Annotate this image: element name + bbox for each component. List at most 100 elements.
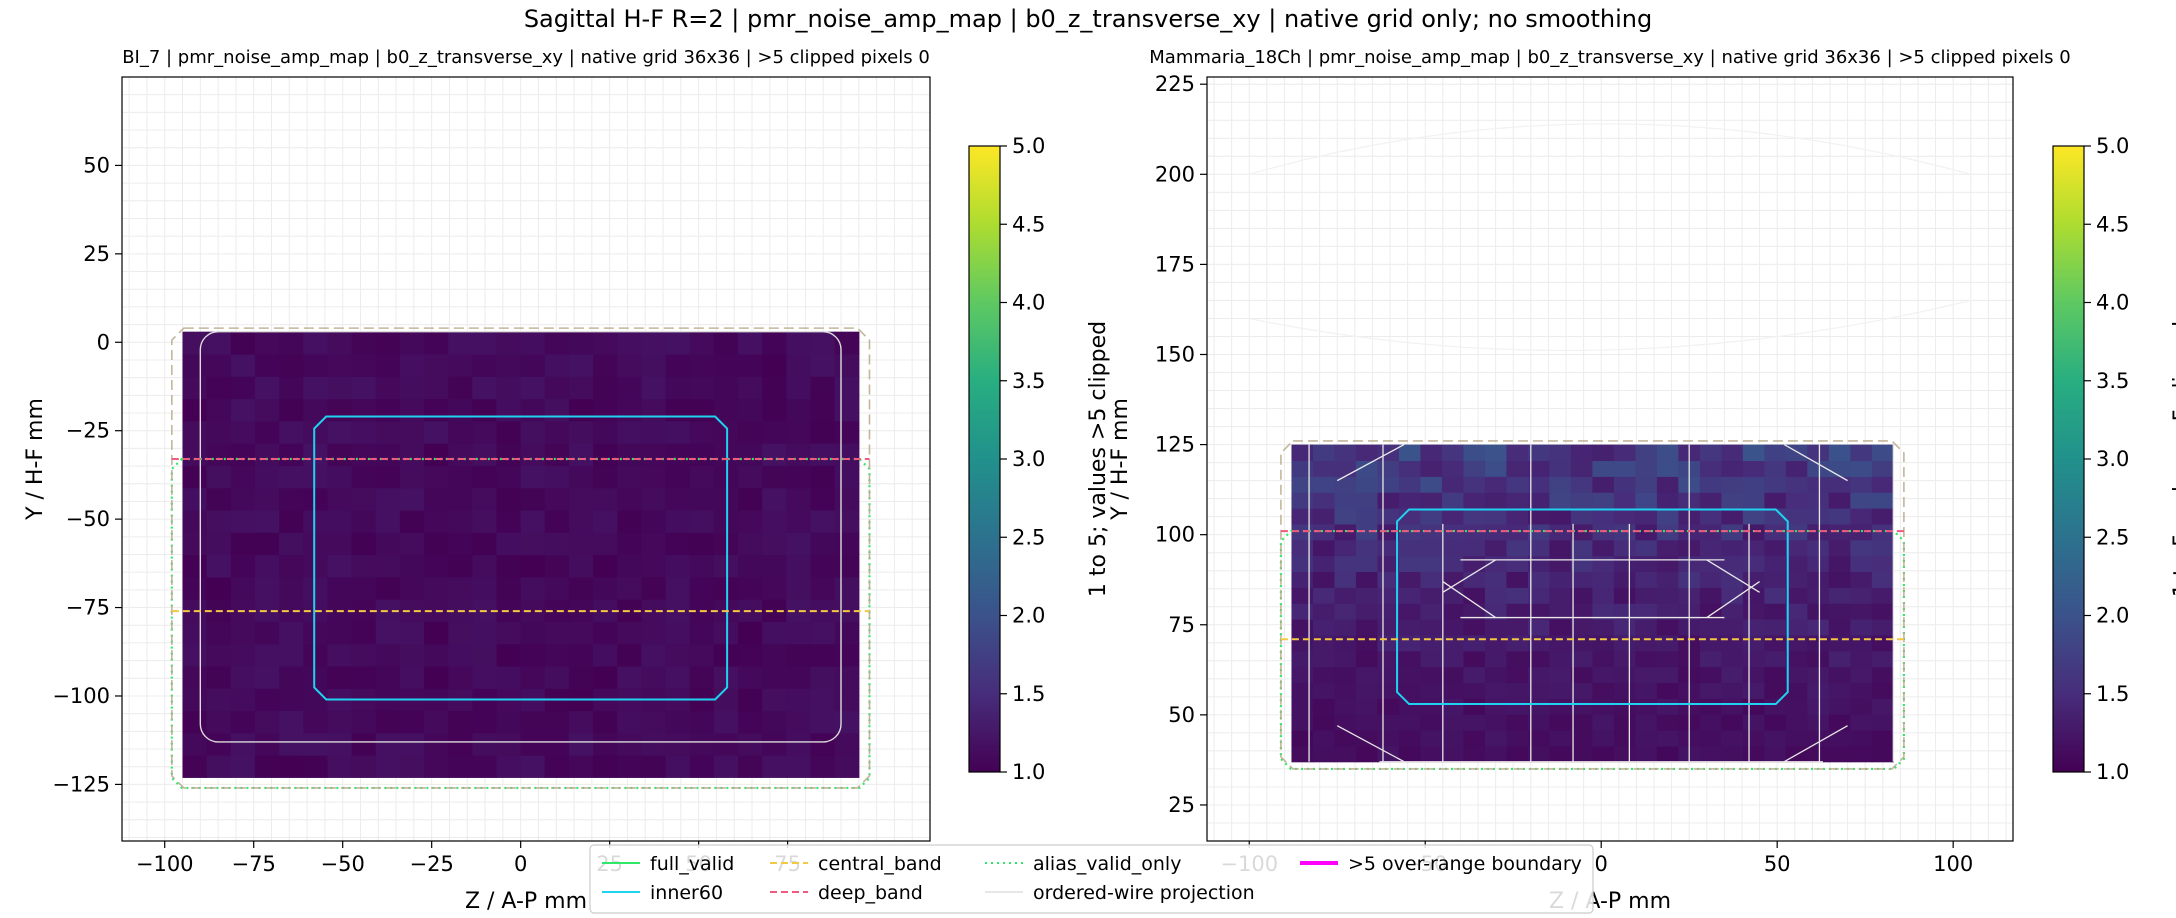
- heatmap-cell: [1742, 666, 1765, 684]
- heatmap-cell: [1656, 571, 1679, 588]
- heatmap-cell: [1355, 587, 1379, 604]
- heatmap-cell: [1312, 444, 1336, 462]
- heatmap-cell: [1764, 492, 1787, 509]
- heatmap-cell: [617, 509, 643, 533]
- heatmap-cell: [1463, 650, 1486, 668]
- heatmap-cell: [399, 643, 425, 667]
- heatmap-cell: [206, 353, 232, 377]
- heatmap-cell: [1570, 634, 1594, 652]
- heatmap-cell: [1441, 730, 1465, 747]
- heatmap-cell: [568, 532, 594, 556]
- heatmap-cell: [762, 420, 787, 444]
- y-axis-label: Y / H-F mm: [1108, 398, 1133, 521]
- heatmap-cell: [1334, 714, 1357, 731]
- heatmap-cell: [641, 398, 667, 422]
- heatmap-cell: [1850, 730, 1873, 747]
- inner60-boundary: [1396, 508, 1789, 706]
- heatmap-cell: [617, 331, 643, 355]
- y-tick-label: −100: [52, 684, 110, 708]
- heatmap-cell: [834, 554, 860, 578]
- heatmap-cell: [1463, 745, 1486, 763]
- heatmap-cell: [472, 353, 498, 377]
- heatmap-cell: [810, 465, 836, 489]
- heatmap-cell: [327, 353, 353, 377]
- heatmap-cell: [665, 755, 691, 778]
- heatmap-cell: [1850, 587, 1873, 604]
- heatmap-cell: [351, 732, 377, 756]
- heatmap-cell: [1441, 492, 1465, 509]
- heatmap-cell: [1871, 666, 1894, 684]
- heatmap-cell: [1570, 476, 1594, 493]
- heatmap-cell: [1506, 555, 1529, 573]
- heatmap-cell: [1635, 698, 1658, 715]
- heatmap-cell: [1506, 539, 1529, 557]
- heatmap-cell: [206, 532, 232, 556]
- heatmap-cell: [1334, 634, 1357, 652]
- heatmap-cell: [496, 353, 522, 377]
- heatmap-cell: [1527, 745, 1551, 763]
- heatmap-cell: [1463, 682, 1486, 699]
- heatmap-cell: [399, 465, 425, 489]
- heatmap-cell: [375, 621, 401, 645]
- y-tick-label: 100: [1155, 523, 1195, 547]
- heatmap-cell: [544, 398, 570, 422]
- heatmap-cell: [568, 554, 594, 578]
- heatmap-cell: [1807, 539, 1830, 557]
- heatmap-cell: [1484, 444, 1508, 462]
- heatmap-cells: [182, 331, 860, 778]
- heatmap-cell: [568, 398, 594, 422]
- heatmap-cell: [182, 755, 208, 778]
- heatmap-cell: [1592, 603, 1615, 620]
- heatmap-cell: [1549, 730, 1572, 747]
- heatmap-cell: [1549, 555, 1572, 573]
- heatmap-cell: [1785, 619, 1808, 636]
- colorbar-tick-label: 4.5: [2096, 212, 2129, 236]
- heatmap-cell: [303, 732, 329, 756]
- heatmap-cell: [1312, 476, 1336, 493]
- heatmap-cell: [786, 376, 812, 400]
- heatmap-cell: [762, 621, 787, 645]
- faint-coil-outline: [1249, 299, 1971, 352]
- heatmap-cell: [593, 554, 618, 578]
- heatmap-cell: [810, 576, 836, 600]
- heatmap-cell: [375, 755, 401, 778]
- heatmap-cell: [1570, 508, 1594, 525]
- heatmap-cell: [1699, 555, 1722, 573]
- x-tick-label: −100: [136, 852, 194, 876]
- heatmap-cell: [496, 643, 522, 667]
- heatmap-cell: [520, 465, 546, 489]
- heatmap-cell: [375, 665, 401, 689]
- heatmap-cell: [1377, 745, 1400, 763]
- heatmap-cell: [182, 576, 208, 600]
- heatmap-cell: [1850, 508, 1873, 525]
- heatmap-cell: [1850, 476, 1873, 493]
- heatmap-cell: [1420, 619, 1443, 636]
- heatmap-cell: [1506, 730, 1529, 747]
- heatmap-cell: [424, 331, 449, 355]
- heatmap-cell: [762, 509, 787, 533]
- heatmap-cell: [424, 732, 449, 756]
- heatmap-cell: [1420, 650, 1443, 668]
- heatmap-cell: [230, 420, 256, 444]
- heatmap-cell: [1398, 698, 1422, 715]
- heatmap-cell: [496, 710, 522, 734]
- heatmap-cell: [1291, 539, 1314, 557]
- heatmap-cell: [472, 465, 498, 489]
- y-tick-label: 25: [1168, 793, 1195, 817]
- heatmap-cell: [424, 420, 449, 444]
- heatmap-cell: [1613, 523, 1636, 541]
- heatmap-cell: [1420, 745, 1443, 763]
- heatmap-cell: [206, 621, 232, 645]
- heatmap-cell: [206, 398, 232, 422]
- heatmap-cell: [303, 621, 329, 645]
- heatmap-cell: [1312, 571, 1336, 588]
- heatmap-cell: [375, 509, 401, 533]
- heatmap-cell: [1291, 460, 1314, 477]
- heatmap-cell: [1312, 492, 1336, 509]
- heatmap-cell: [496, 465, 522, 489]
- y-tick-label: 200: [1155, 162, 1195, 186]
- heatmap-cell: [1570, 539, 1594, 557]
- heatmap-cell: [327, 576, 353, 600]
- heatmap-cell: [544, 532, 570, 556]
- heatmap-cell: [1850, 745, 1873, 763]
